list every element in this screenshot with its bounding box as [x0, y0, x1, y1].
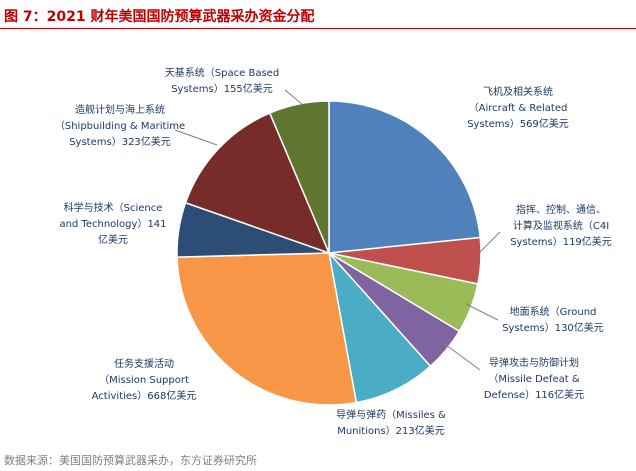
pie-slices: [176, 100, 482, 406]
pie-slice-9: [268, 100, 330, 254]
slice-label-4: 导弹攻击与防御计划（Missile Defeat & Defense）116亿美元: [484, 356, 584, 401]
pie-slice-5: [327, 250, 432, 404]
slice-label-6: 任务支援活动（Mission Support Activities）668亿美元: [92, 357, 197, 402]
leader-line-3: [465, 303, 499, 321]
pie-slice-6: [176, 252, 358, 406]
leader-lines: [174, 89, 501, 371]
pie-slice-1: [328, 100, 482, 254]
slice-label-5: 导弹与弹药（Missiles & Munitions）213亿美元: [336, 408, 446, 437]
slice-label-1: 飞机及相关系统（Aircraft & Related Systems）569亿美元: [467, 85, 569, 130]
slice-label-2: 指挥、控制、通信、计算及监视系统（C4I Systems）119亿美元: [510, 203, 612, 248]
leader-line-2: [479, 231, 501, 253]
leader-line-4: [441, 341, 481, 371]
slice-label-7: 科学与技术（Science and Technology）141 亿美元: [59, 201, 166, 246]
source-note: 数据来源：美国国防预算武器采办，东方证券研究所: [4, 454, 257, 467]
slice-label-8: 造舰计划与海上系统（Shipbuilding & Maritime Systems…: [55, 103, 185, 148]
pie-slice-8: [184, 112, 331, 255]
slice-labels: 飞机及相关系统（Aircraft & Related Systems）569亿美元…: [55, 66, 612, 437]
slice-label-9: 天基系统（Space Based Systems）155亿美元: [165, 66, 279, 95]
figure-title: 图 7：2021 财年美国国防预算武器采办资金分配: [4, 9, 315, 25]
title-divider: [0, 28, 636, 29]
leader-line-8: [174, 129, 218, 146]
leader-line-9: [284, 89, 303, 105]
slice-label-3: 地面系统（Ground Systems）130亿美元: [502, 305, 604, 334]
